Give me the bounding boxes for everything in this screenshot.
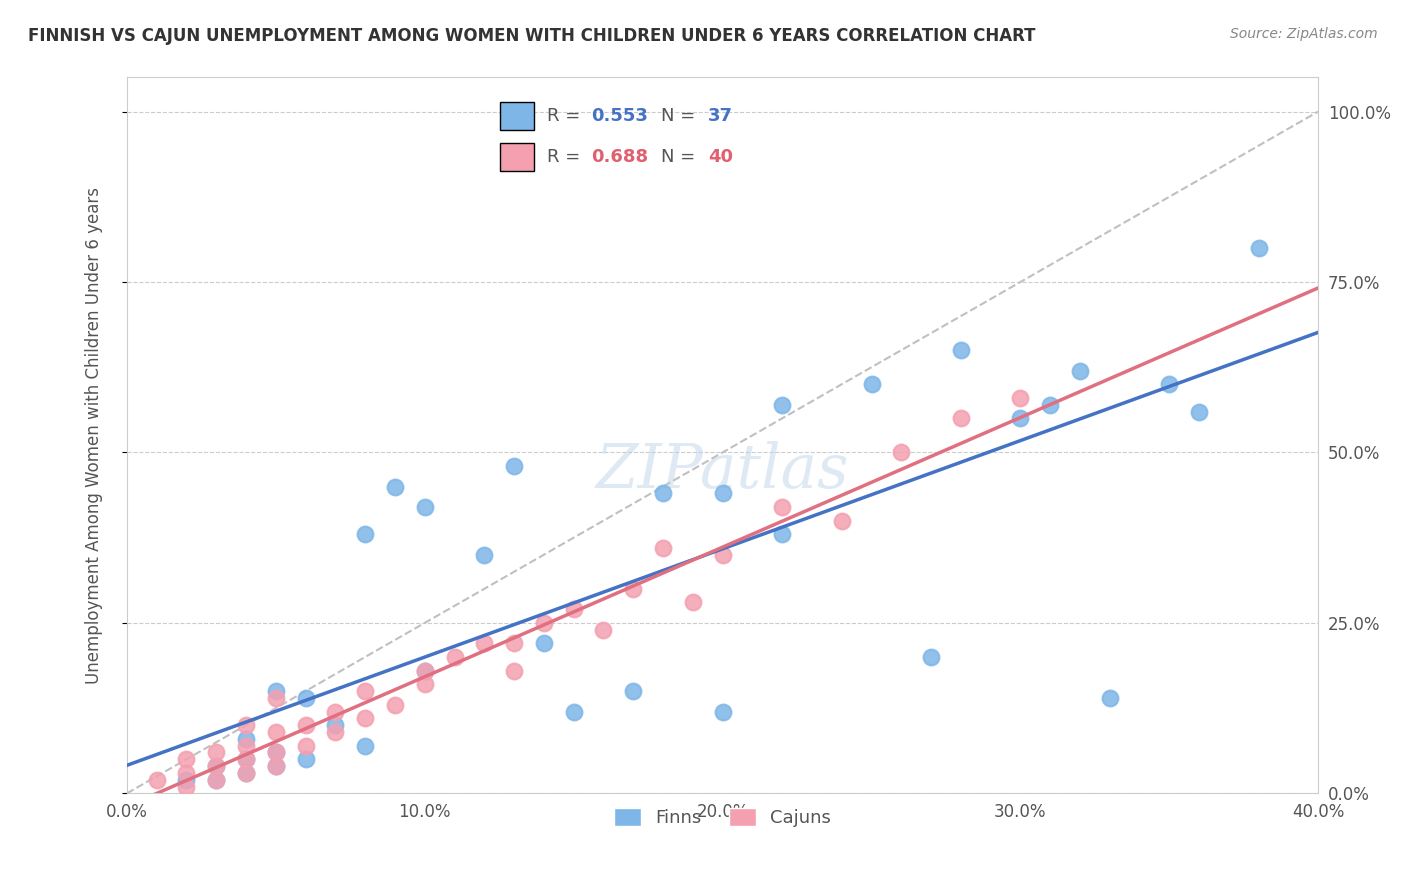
Point [325, 725, 347, 739]
Point [1159, 377, 1181, 392]
Point [1039, 398, 1062, 412]
Point [384, 698, 406, 712]
Point [205, 759, 228, 773]
Point [652, 541, 675, 555]
Point [264, 759, 287, 773]
Point [711, 486, 734, 500]
Point [1247, 241, 1270, 255]
Point [533, 615, 555, 630]
Point [562, 602, 585, 616]
Point [1188, 404, 1211, 418]
Point [235, 752, 257, 766]
Point [264, 759, 287, 773]
Point [533, 636, 555, 650]
Point [443, 650, 465, 665]
Point [949, 343, 972, 358]
Point [413, 677, 436, 691]
Point [264, 746, 287, 760]
Point [264, 690, 287, 705]
Point [294, 718, 316, 732]
Point [354, 739, 377, 753]
Point [235, 765, 257, 780]
Point [1069, 363, 1091, 377]
Point [1010, 411, 1032, 425]
Point [294, 739, 316, 753]
Point [325, 705, 347, 719]
Point [621, 582, 644, 596]
Point [770, 398, 793, 412]
Point [264, 746, 287, 760]
Point [413, 500, 436, 514]
Text: Source: ZipAtlas.com: Source: ZipAtlas.com [1230, 27, 1378, 41]
Point [770, 527, 793, 541]
Point [413, 664, 436, 678]
Text: FINNISH VS CAJUN UNEMPLOYMENT AMONG WOMEN WITH CHILDREN UNDER 6 YEARS CORRELATIO: FINNISH VS CAJUN UNEMPLOYMENT AMONG WOME… [28, 27, 1036, 45]
Point [949, 411, 972, 425]
Point [711, 548, 734, 562]
Point [294, 690, 316, 705]
Y-axis label: Unemployment Among Women with Children Under 6 years: Unemployment Among Women with Children U… [86, 187, 103, 684]
Point [592, 623, 614, 637]
Point [205, 772, 228, 787]
Point [294, 752, 316, 766]
Point [1010, 391, 1032, 405]
Point [354, 684, 377, 698]
Point [1098, 690, 1121, 705]
Point [562, 705, 585, 719]
Point [176, 772, 198, 787]
Point [235, 752, 257, 766]
Point [235, 765, 257, 780]
Point [652, 486, 675, 500]
Point [682, 595, 704, 609]
Point [264, 725, 287, 739]
Point [413, 664, 436, 678]
Point [503, 636, 526, 650]
Point [920, 650, 942, 665]
Point [235, 739, 257, 753]
Point [325, 718, 347, 732]
Point [235, 718, 257, 732]
Point [503, 459, 526, 474]
Point [205, 746, 228, 760]
Point [176, 765, 198, 780]
Point [472, 636, 495, 650]
Point [205, 759, 228, 773]
Point [831, 514, 853, 528]
Point [354, 711, 377, 725]
Point [264, 684, 287, 698]
Point [621, 684, 644, 698]
Point [384, 479, 406, 493]
Point [145, 772, 167, 787]
Point [205, 772, 228, 787]
Point [176, 752, 198, 766]
Text: ZIPatlas: ZIPatlas [596, 442, 849, 501]
Legend: Finns, Cajuns: Finns, Cajuns [607, 801, 838, 834]
Point [472, 548, 495, 562]
Point [890, 445, 912, 459]
Point [770, 500, 793, 514]
Point [176, 780, 198, 794]
Point [503, 664, 526, 678]
Point [354, 527, 377, 541]
Point [860, 377, 883, 392]
Point [711, 705, 734, 719]
Point [235, 731, 257, 746]
